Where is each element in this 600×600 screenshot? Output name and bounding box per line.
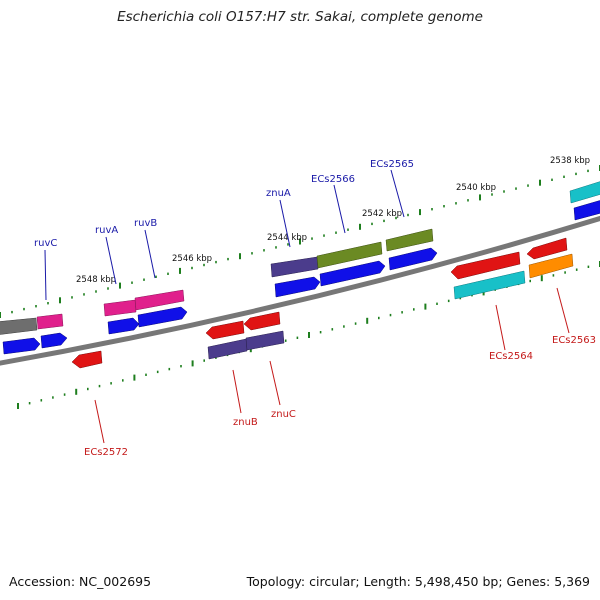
scale-label-2548: 2548 kbp <box>76 275 116 285</box>
scale-label-2542: 2542 kbp <box>362 209 402 219</box>
gene-feature[interactable] <box>243 311 281 331</box>
gene-feature[interactable] <box>453 270 526 300</box>
scale-label-2540: 2540 kbp <box>456 183 496 193</box>
gene-feature[interactable] <box>103 299 137 317</box>
gene-feature[interactable] <box>205 320 245 340</box>
genome-stats-label: Topology: circular; Length: 5,498,450 bp… <box>246 574 590 589</box>
forward-features <box>0 180 600 355</box>
gene-feature[interactable] <box>134 289 185 311</box>
gene-label-ECs2563[interactable]: ECs2563 <box>552 335 596 346</box>
gene-feature[interactable] <box>388 247 438 271</box>
scale-label-2546: 2546 kbp <box>172 254 212 264</box>
reverse-leader-lines <box>94 287 570 444</box>
scale-label-2538: 2538 kbp <box>550 156 590 166</box>
gene-feature[interactable] <box>526 237 568 260</box>
gene-feature[interactable] <box>245 330 285 351</box>
map-title: Escherichia coli O157:H7 str. Sakai, com… <box>117 9 483 25</box>
reverse-features <box>71 237 574 369</box>
gene-label-znuC[interactable]: znuC <box>271 409 296 420</box>
gene-feature[interactable] <box>569 180 600 204</box>
tick-track-upper <box>0 165 600 318</box>
gene-feature[interactable] <box>319 260 386 287</box>
gene-feature[interactable] <box>2 337 41 355</box>
gene-label-ruvB[interactable]: ruvB <box>134 218 157 229</box>
gene-feature[interactable] <box>137 306 188 328</box>
gene-feature[interactable] <box>207 338 248 360</box>
gene-feature[interactable] <box>385 228 434 252</box>
gene-label-ECs2572[interactable]: ECs2572 <box>84 447 128 458</box>
gene-feature[interactable] <box>0 317 38 335</box>
forward-leader-lines <box>44 169 405 301</box>
gene-feature[interactable] <box>71 350 103 369</box>
gene-label-ruvA[interactable]: ruvA <box>95 225 118 236</box>
gene-feature[interactable] <box>40 332 68 349</box>
gene-feature[interactable] <box>450 251 521 280</box>
gene-feature[interactable] <box>573 199 600 221</box>
gene-label-ECs2566[interactable]: ECs2566 <box>311 174 355 185</box>
gene-feature[interactable] <box>36 313 64 330</box>
gene-label-znuA[interactable]: znuA <box>266 188 291 199</box>
gene-feature[interactable] <box>316 241 383 269</box>
gene-label-ECs2564[interactable]: ECs2564 <box>489 351 533 362</box>
gene-feature[interactable] <box>107 317 140 335</box>
gene-label-znuB[interactable]: znuB <box>233 417 258 428</box>
scale-label-2544: 2544 kbp <box>267 233 307 243</box>
gene-label-ECs2565[interactable]: ECs2565 <box>370 159 414 170</box>
accession-label: Accession: NC_002695 <box>9 574 152 589</box>
gene-feature[interactable] <box>274 276 321 298</box>
gene-feature[interactable] <box>270 256 319 278</box>
gene-label-ruvC[interactable]: ruvC <box>34 238 57 249</box>
gene-feature[interactable] <box>528 253 574 279</box>
genome-backbone <box>0 215 600 366</box>
